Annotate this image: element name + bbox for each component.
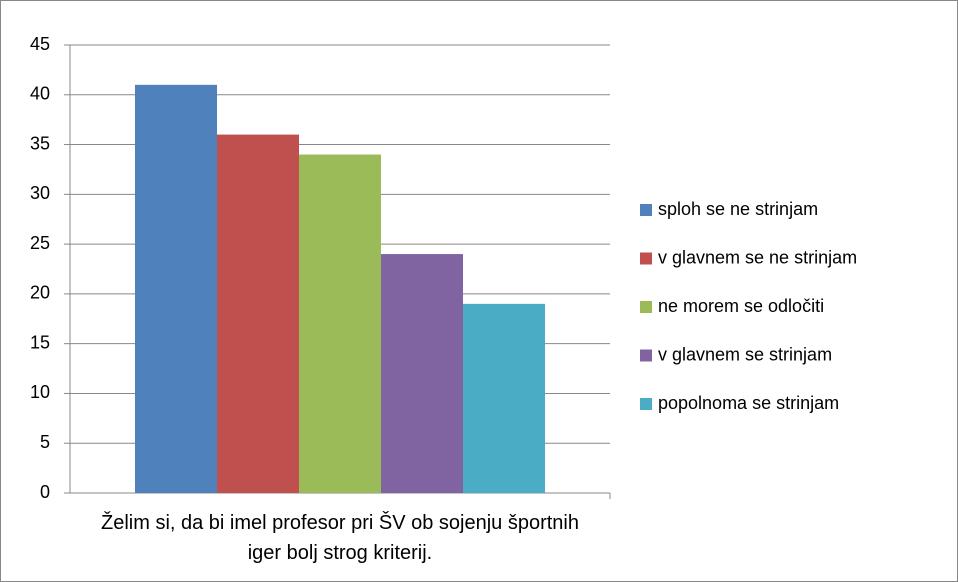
legend-swatch	[640, 204, 652, 216]
y-tick-label: 20	[30, 283, 50, 303]
legend-label: v glavnem se strinjam	[658, 344, 832, 364]
y-tick-label: 45	[30, 34, 50, 54]
legend-swatch	[640, 301, 652, 313]
y-tick-label: 0	[40, 482, 50, 502]
legend-swatch	[640, 349, 652, 362]
y-tick-label: 15	[30, 332, 50, 352]
bar	[135, 84, 217, 494]
bar	[299, 154, 381, 493]
legend-label: popolnoma se strinjam	[658, 393, 839, 413]
y-tick-label: 40	[30, 84, 50, 104]
bar	[217, 134, 299, 493]
x-category-label: Želim si, da bi imel profesor pri ŠV ob …	[101, 512, 579, 564]
y-tick-label: 35	[30, 133, 50, 153]
legend-swatch	[640, 252, 652, 265]
y-tick-label: 30	[30, 183, 50, 203]
legend-label: sploh se ne strinjam	[658, 199, 818, 219]
legend-label: ne morem se odločiti	[658, 296, 824, 316]
legend-label: v glavnem se ne strinjam	[658, 247, 857, 267]
bar	[381, 254, 463, 493]
y-tick-label: 25	[30, 233, 50, 253]
y-tick-label: 10	[30, 382, 50, 402]
y-tick-label: 5	[40, 432, 50, 452]
legend-swatch	[640, 398, 652, 410]
bar	[463, 303, 545, 493]
